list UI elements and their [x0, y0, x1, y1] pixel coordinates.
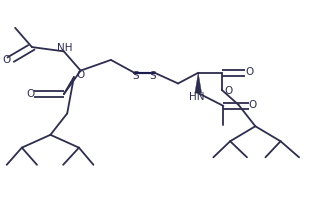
Polygon shape	[195, 73, 202, 93]
Text: O: O	[245, 67, 253, 77]
Text: O: O	[249, 100, 257, 110]
Text: O: O	[77, 70, 85, 80]
Text: S: S	[133, 71, 139, 81]
Text: O: O	[26, 89, 34, 99]
Text: NH: NH	[57, 43, 72, 53]
Text: S: S	[150, 71, 156, 81]
Text: O: O	[3, 55, 11, 65]
Text: O: O	[224, 86, 233, 96]
Text: HN: HN	[189, 92, 204, 102]
